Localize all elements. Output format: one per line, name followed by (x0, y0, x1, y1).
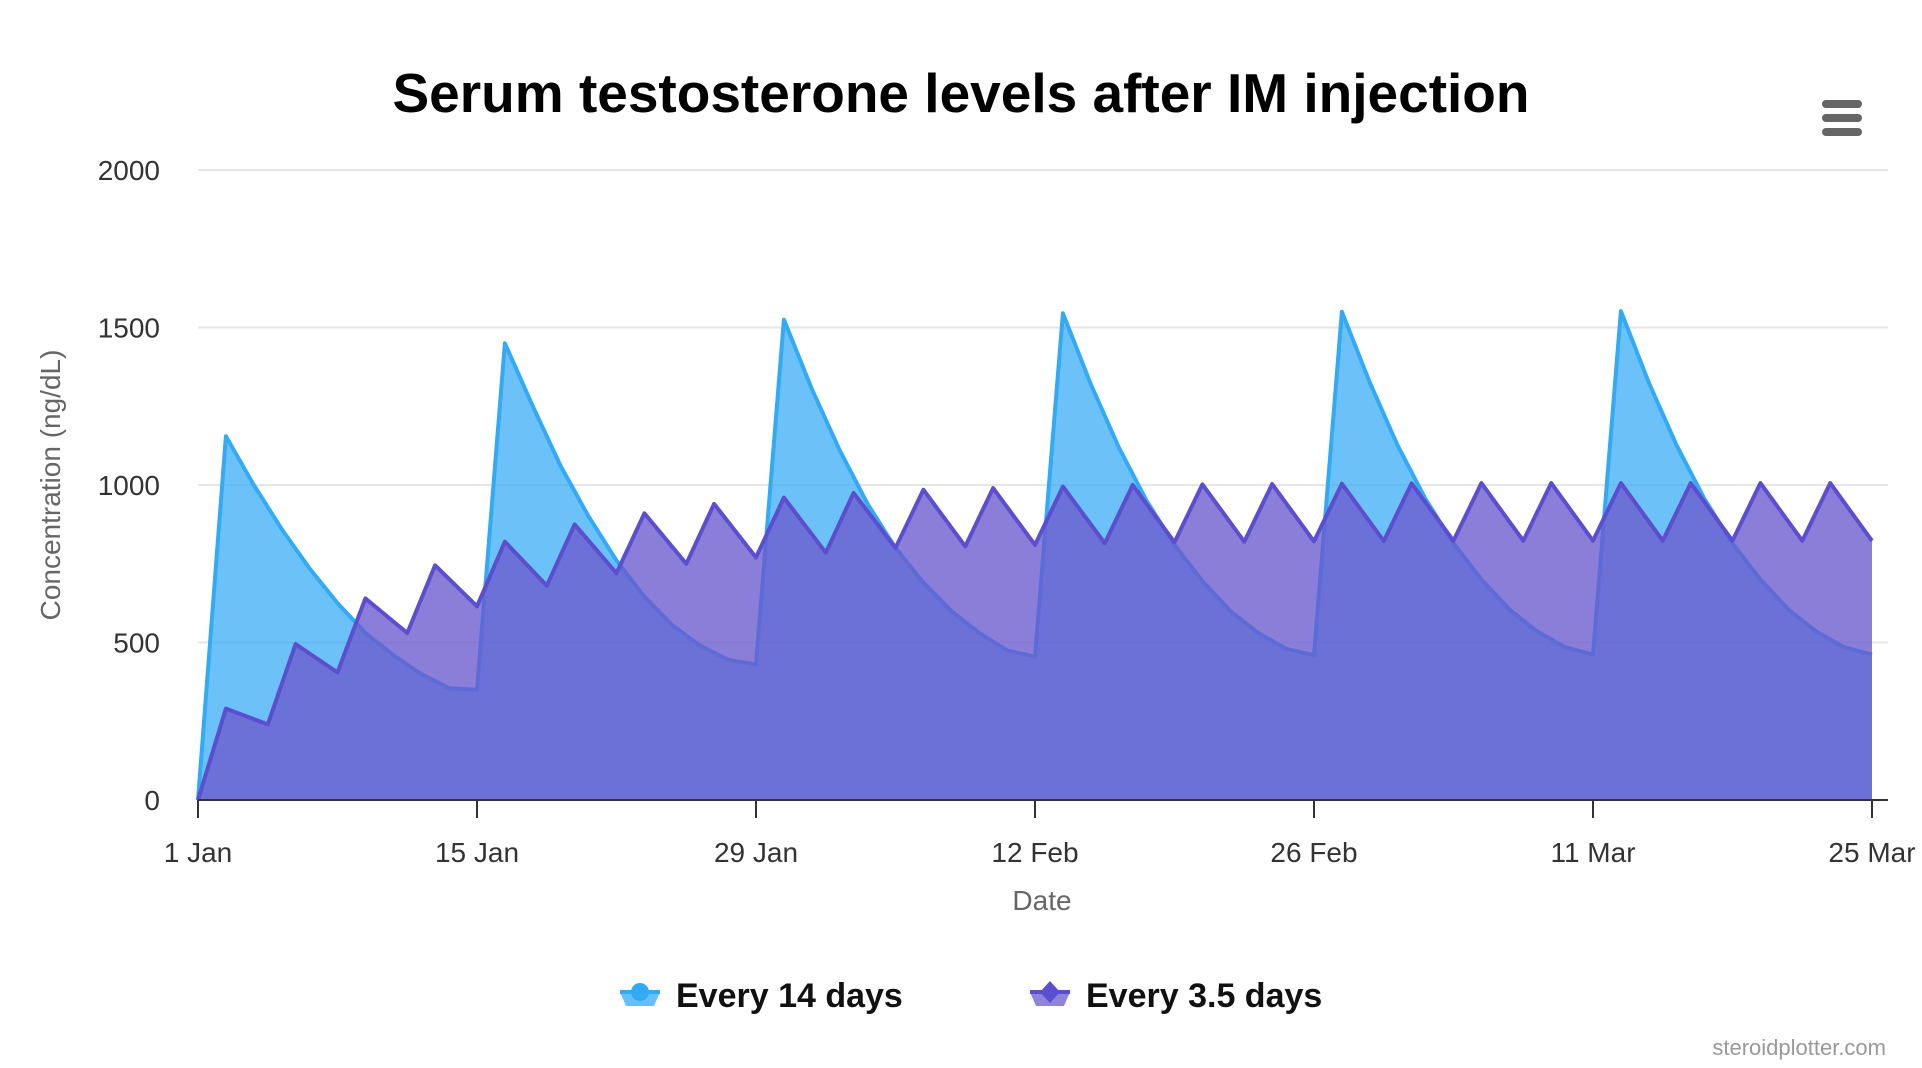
series-every-3-5-days (196, 481, 1874, 801)
y-tick-label: 500 (113, 628, 160, 659)
legend-label: Every 14 days (676, 977, 903, 1015)
x-tick-label: 15 Jan (435, 837, 519, 868)
chart-title: Serum testosterone levels after IM injec… (392, 62, 1529, 124)
legend: Every 14 days Every 3.5 days (620, 977, 1322, 1015)
x-tick-label: 26 Feb (1270, 837, 1357, 868)
series-line (196, 481, 1874, 801)
y-tick-label: 1000 (98, 470, 160, 501)
hamburger-menu-icon[interactable] (1818, 96, 1866, 140)
series-area (198, 483, 1872, 800)
circle-marker-icon (631, 983, 649, 1001)
diamond-marker-icon (1040, 981, 1060, 1003)
x-tick-label: 1 Jan (164, 837, 233, 868)
legend-label: Every 3.5 days (1086, 977, 1322, 1015)
x-tick-label: 12 Feb (991, 837, 1078, 868)
axes: 0 500 1000 1500 2000 1 Jan 15 Jan 29 Jan 12 Feb 2… (98, 155, 1916, 868)
x-tick-label: 25 Mar (1828, 837, 1915, 868)
y-axis-label: Concentration (ng/dL) (35, 350, 66, 621)
y-tick-label: 0 (144, 785, 160, 816)
legend-item-every-14-days[interactable]: Every 14 days (620, 977, 903, 1015)
legend-item-every-3-5-days[interactable]: Every 3.5 days (1030, 977, 1322, 1015)
y-tick-label: 1500 (98, 313, 160, 344)
x-tick-label: 29 Jan (714, 837, 798, 868)
x-axis-label: Date (1012, 885, 1071, 916)
x-tick-label: 11 Mar (1550, 837, 1635, 868)
y-tick-label: 2000 (98, 155, 160, 186)
plot-area (196, 309, 1874, 801)
credit-link[interactable]: steroidplotter.com (1712, 1035, 1886, 1060)
